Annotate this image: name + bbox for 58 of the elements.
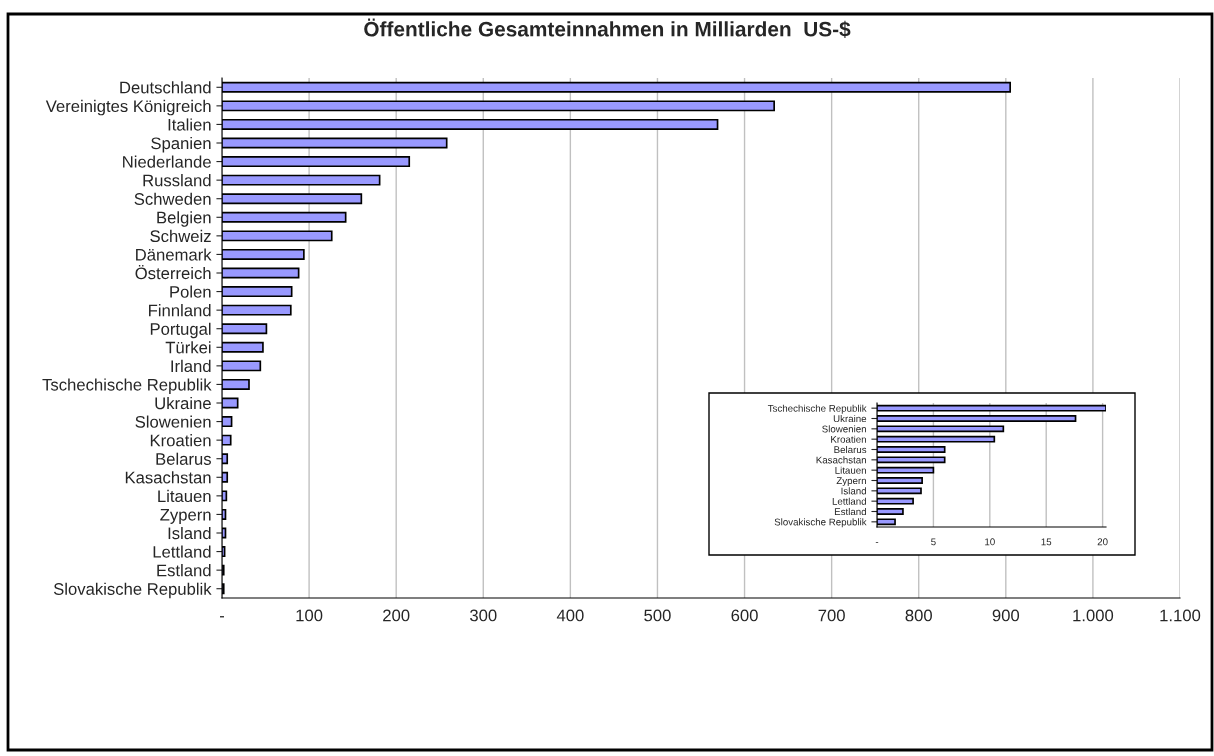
y-tick-label: Schweden — [134, 192, 211, 205]
x-tick-label: 600 — [731, 609, 758, 622]
y-tick-label: Kroatien — [831, 435, 866, 443]
y-tick-label: Dänemark — [136, 248, 212, 261]
y-tick-label: Niederlande — [123, 155, 211, 168]
y-tick-label: Estland — [834, 507, 866, 516]
x-tick-label: 200 — [383, 609, 410, 622]
y-tick-label: Österreich — [135, 265, 211, 280]
x-tick-label: 500 — [644, 609, 671, 622]
y-tick-label: Kasachstan — [816, 456, 866, 464]
y-tick-label: Lettland — [153, 545, 211, 558]
y-tick-label: Tschechische Republik — [767, 404, 867, 414]
y-tick-label: Litauen — [835, 466, 866, 474]
y-tick-label: Ukraine — [833, 414, 867, 423]
y-tick-label: Slowenien — [135, 415, 211, 428]
y-tick-label: Litauen — [158, 489, 211, 503]
x-tick-label: 20 — [1097, 538, 1108, 546]
y-tick-label: Finnland — [149, 304, 211, 317]
y-tick-label: Zypern — [160, 509, 211, 524]
y-tick-label: Island — [168, 526, 211, 540]
y-tick-label: Schweiz — [150, 229, 211, 243]
x-tick-label: 400 — [556, 609, 584, 622]
y-tick-label: Slovakische Republik — [774, 518, 867, 528]
x-tick-label: 900 — [992, 609, 1020, 622]
y-tick-label: Lettland — [832, 497, 866, 505]
x-tick-label: 1.000 — [1073, 609, 1114, 622]
y-tick-label: Irland — [171, 359, 211, 373]
chart-title: Öffentliche Gesamteinnahmen in Milliarden US-$ — [364, 18, 851, 38]
y-tick-label: Belarus — [156, 452, 211, 465]
y-tick-label: Slovakische Republik — [53, 582, 212, 599]
y-tick-label: Slowenien — [822, 425, 866, 433]
y-tick-label: Italien — [168, 118, 211, 131]
x-tick-label: 100 — [296, 609, 323, 622]
y-tick-label: Polen — [170, 285, 211, 298]
y-tick-label: Belgien — [157, 211, 211, 227]
x-tick-label: 800 — [905, 609, 932, 622]
y-tick-label: Ukraine — [155, 396, 211, 410]
x-tick-label: 5 — [931, 538, 936, 546]
y-tick-label: Portugal — [150, 322, 211, 339]
y-tick-label: Russland — [143, 174, 211, 187]
x-tick-label: 15 — [1041, 538, 1052, 546]
y-tick-label: Kasachstan — [125, 471, 211, 484]
y-tick-label: Belarus — [834, 445, 867, 454]
x-tick-label: - — [219, 616, 225, 618]
y-tick-label: Zypern — [836, 477, 866, 487]
x-tick-label: 300 — [470, 609, 497, 622]
y-tick-label: Kroatien — [150, 434, 211, 447]
x-tick-label: 10 — [985, 538, 995, 546]
y-tick-label: Tschechische Republik — [42, 378, 212, 394]
x-tick-label: 700 — [818, 609, 845, 622]
x-tick-label: - — [875, 542, 879, 543]
x-tick-label: 1.100 — [1160, 609, 1201, 622]
y-tick-label: Spanien — [151, 136, 211, 153]
y-tick-label: Island — [841, 487, 866, 495]
y-tick-label: Estland — [157, 564, 211, 577]
y-tick-label: Deutschland — [120, 81, 211, 94]
y-tick-label: Türkei — [165, 341, 211, 354]
y-tick-label: Vereinigtes Königreich — [45, 99, 211, 116]
